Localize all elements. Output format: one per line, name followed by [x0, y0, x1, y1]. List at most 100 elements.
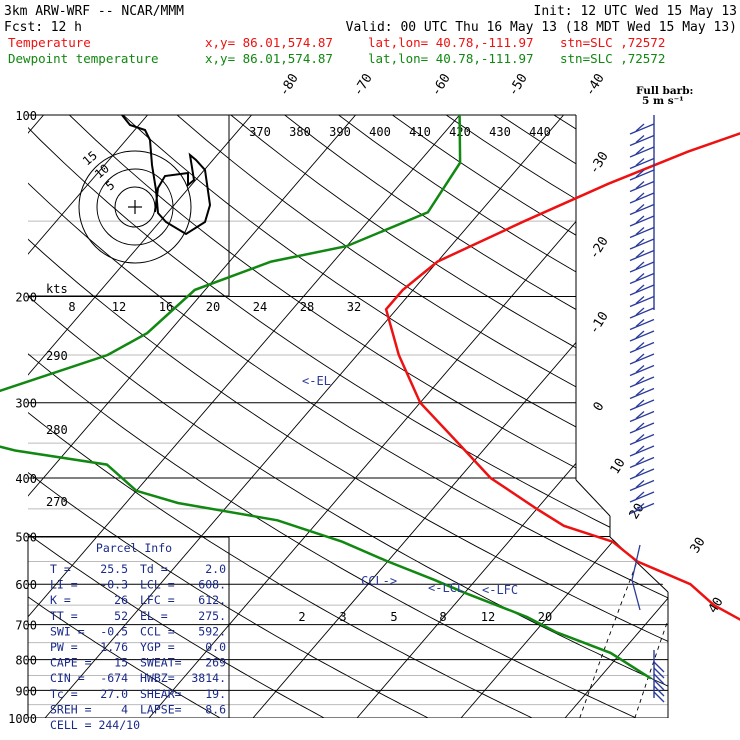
parcel-row-1-label: LI = [50, 578, 78, 592]
theta-left-label-280: 280 [46, 423, 68, 437]
parcel-row-4-value: -0.5 [100, 624, 128, 638]
mixing-ratio-label-5: 5 [390, 610, 397, 624]
barb-half-7 [635, 204, 645, 212]
dew-legend-stn: stn=SLC ,72572 [560, 51, 665, 66]
hodograph-ring-1 [96, 168, 174, 246]
dry-adiabat-320 [69, 115, 668, 718]
barb-half-12 [635, 261, 645, 270]
parcel-row-6-label2: SWEAT= [140, 656, 182, 670]
barb-half-11 [635, 250, 645, 258]
isotherm--70 [28, 115, 460, 718]
lfc-annotation: <-LFC [482, 583, 518, 597]
barb-half-24 [635, 399, 645, 408]
fcst-label: Fcst: [4, 20, 43, 35]
temperature-line [384, 132, 740, 621]
temp-legend-label: Temperature [8, 35, 91, 50]
pressure-label-1000: 1000 [8, 712, 37, 726]
el-annotation: <-EL [302, 374, 331, 388]
hodograph-trace [121, 114, 212, 236]
dry-adiabat-300 [28, 115, 668, 718]
barb-half-28 [635, 445, 645, 454]
barb-12 [629, 261, 655, 273]
barb-11 [629, 249, 655, 262]
dew-legend-label: Dewpoint temperature [8, 51, 159, 66]
barb-21 [629, 364, 655, 377]
dry-adiabat-260 [28, 115, 533, 718]
dry-adiabat-430 [661, 115, 668, 718]
wind-speed-tick-8: 8 [68, 300, 75, 314]
barb-8 [629, 215, 655, 227]
hodograph-ring-label-10: 10 [92, 161, 112, 181]
theta-left-label-270: 270 [46, 495, 68, 509]
barb-lower-3 [653, 679, 665, 691]
barb-10 [629, 238, 655, 250]
dew-legend-latlon: lat,lon= 40.78,-111.97 [368, 51, 534, 66]
dry-adiabat-440 [715, 115, 740, 718]
barb-lower-0 [653, 661, 665, 673]
wind-speed-tick-20: 20 [206, 300, 220, 314]
isotherm-label-10: 10 [608, 456, 629, 477]
pressure-label-600: 600 [15, 578, 37, 592]
isotherm-label--20: -20 [587, 234, 612, 262]
barb-lower-4 [653, 685, 665, 697]
barb-half-16 [635, 307, 645, 316]
parcel-row-0-value2: 2.0 [205, 562, 226, 576]
temp-legend-latlon: lat,lon= 40.78,-111.97 [368, 35, 534, 50]
init-time: Init: 12 UTC Wed 15 May 13 [534, 4, 738, 19]
parcel-row-2-value: 26 [114, 593, 128, 607]
parcel-row-4-label: SWI = [50, 624, 85, 638]
barb-5 [629, 180, 655, 193]
dry-adiabat-340 [176, 115, 668, 718]
parcel-row-8-value2: 19. [205, 687, 226, 701]
hodograph-ring-label-5: 5 [103, 178, 118, 193]
dry-adiabat-270 [28, 115, 637, 718]
barb-20 [629, 353, 655, 365]
isotherm--60 [44, 115, 564, 718]
barb-0 [629, 123, 655, 135]
parcel-row-7-value2: 3814. [191, 671, 226, 685]
barb-half-0 [635, 123, 645, 132]
parcel-row-6-value2: 269 [205, 656, 226, 670]
isotherm-label--30: -30 [587, 149, 612, 177]
barb-half-9 [635, 227, 645, 235]
hodograph-ring-2 [78, 150, 192, 264]
parcel-cell: CELL = 244/10 [50, 718, 140, 732]
parcel-row-9-label: SREH = [50, 702, 92, 716]
barb-lower-5 [653, 691, 665, 703]
parcel-row-7-label2: HWBZ= [140, 671, 175, 685]
barb-half-6 [635, 192, 645, 201]
parcel-row-0-label2: Td = [140, 562, 168, 576]
dewpoint-line [0, 114, 652, 680]
dry-adiabat-410 [553, 115, 668, 718]
barb-half-10 [635, 238, 645, 247]
wind-speed-tick-32: 32 [347, 300, 361, 314]
barb-31 [629, 479, 655, 492]
dry-adiabat-400 [499, 115, 668, 718]
theta-label-410: 410 [409, 125, 431, 139]
barb-half-2 [635, 146, 645, 155]
isotherm-label--70: -70 [351, 71, 376, 99]
parcel-row-9-value: 4 [121, 702, 128, 716]
dew-legend-xy: x,y= 86.01,574.87 [205, 51, 333, 66]
barb-half-20 [635, 353, 645, 362]
parcel-row-2-label2: LFC = [140, 593, 175, 607]
pressure-label-900: 900 [15, 684, 37, 698]
theta-label-370: 370 [249, 125, 271, 139]
isotherm-label--60: -60 [429, 71, 454, 99]
barb-2 [629, 146, 655, 158]
full-barb-value: 5 m s⁻¹ [642, 95, 684, 107]
barb-9 [629, 226, 655, 239]
parcel-row-6-label: CAPE = [50, 656, 92, 670]
barb-3 [629, 157, 655, 170]
model-title: 3km ARW-WRF -- NCAR/MMM [4, 4, 184, 19]
barb-32 [629, 491, 655, 503]
isotherm--20 [460, 115, 668, 718]
dry-adiabat-250 [28, 115, 429, 718]
parcel-row-3-label: TT = [50, 609, 78, 623]
wind-speed-unit: kts [46, 282, 68, 296]
barb-7 [629, 203, 655, 216]
parcel-info-title: Parcel Info [96, 541, 172, 555]
temp-legend-stn: stn=SLC ,72572 [560, 35, 665, 50]
